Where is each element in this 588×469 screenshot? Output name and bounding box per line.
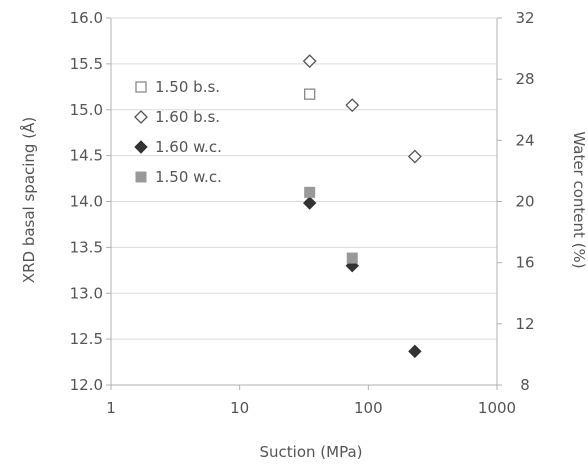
legend-marker — [134, 110, 148, 124]
y2-tick-label: 32 — [515, 9, 534, 27]
y2-tick-label: 20 — [515, 193, 534, 211]
data-point — [302, 196, 317, 210]
y-tick-label: 12.5 — [70, 330, 103, 348]
y-axis-title: XRD basal spacing (Å) — [19, 117, 38, 283]
legend-label: 1.50 w.c. — [155, 168, 222, 186]
y2-axis-title: Water content (%) — [570, 131, 588, 268]
y2-tick-label: 28 — [515, 70, 534, 88]
legend-label: 1.60 w.c. — [155, 138, 222, 156]
data-point — [304, 88, 316, 100]
axes-layer: 12.0 12.5 13.0 13.5 14.0 14.5 15.0 15.5 16.0 8 12 1… — [70, 9, 535, 417]
y2-tick-label: 12 — [515, 315, 534, 333]
y-tick-label: 15.0 — [70, 101, 103, 119]
points-layer — [302, 54, 422, 359]
y-tick-label: 14.0 — [70, 193, 103, 211]
y2-tick-label: 16 — [515, 254, 534, 272]
y2-tick-label: 8 — [520, 376, 530, 394]
x-tick-label: 100 — [354, 399, 383, 417]
legend-label: 1.60 b.s. — [155, 108, 220, 126]
x-tick-label: 1000 — [478, 399, 516, 417]
y-tick-label: 16.0 — [70, 9, 103, 27]
data-point — [408, 344, 422, 359]
y-tick-label: 15.5 — [70, 55, 103, 73]
data-point — [304, 186, 316, 198]
grid-layer — [111, 63, 497, 340]
legend: 1.50 b.s. 1.60 b.s. 1.60 w.c. 1.50 w.c. — [134, 78, 222, 186]
x-tick-label: 1 — [106, 399, 116, 417]
legend-label: 1.50 b.s. — [155, 78, 220, 96]
x-axis-title: Suction (MPa) — [260, 443, 363, 461]
data-point — [407, 149, 422, 164]
y-tick-label: 14.5 — [70, 147, 103, 165]
data-point — [346, 252, 358, 264]
y-tick-label: 13.5 — [70, 238, 103, 256]
legend-marker — [135, 81, 147, 93]
y2-tick-label: 24 — [515, 131, 534, 149]
y-tick-label: 12.0 — [70, 376, 103, 394]
legend-marker — [135, 171, 147, 183]
y-tick-label: 13.0 — [70, 284, 103, 302]
data-point — [302, 54, 317, 69]
legend-marker — [134, 140, 148, 154]
x-tick-label: 10 — [230, 399, 249, 417]
data-point — [345, 98, 360, 113]
